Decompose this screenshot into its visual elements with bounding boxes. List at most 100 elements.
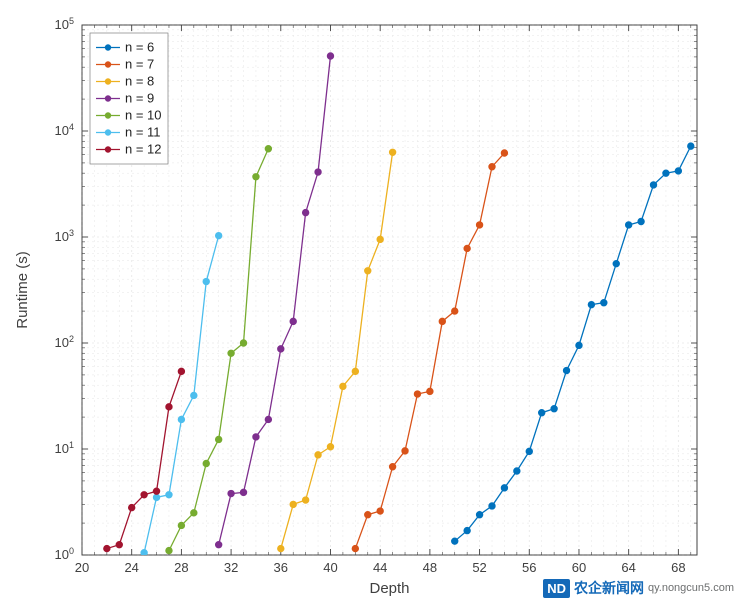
data-marker <box>265 416 271 422</box>
data-marker <box>576 342 582 348</box>
data-marker <box>290 501 296 507</box>
svg-text:24: 24 <box>124 560 138 575</box>
svg-text:52: 52 <box>472 560 486 575</box>
runtime-vs-depth-chart: 2024283236404448525660646810010110210310… <box>0 0 740 602</box>
legend-label: n = 8 <box>125 74 154 89</box>
y-axis-label: Runtime (s) <box>14 251 31 329</box>
data-marker <box>439 318 445 324</box>
data-marker <box>501 150 507 156</box>
svg-text:48: 48 <box>423 560 437 575</box>
data-marker <box>128 504 134 510</box>
svg-text:103: 103 <box>55 228 74 244</box>
data-marker <box>278 545 284 551</box>
data-marker <box>452 308 458 314</box>
svg-text:104: 104 <box>55 122 74 138</box>
data-marker <box>389 464 395 470</box>
legend: n = 6 n = 7 n = 8 n = 9 n = 10 n = 11 n = 12 <box>90 33 168 164</box>
data-marker <box>365 511 371 517</box>
data-marker <box>402 448 408 454</box>
data-marker <box>563 367 569 373</box>
data-marker <box>489 503 495 509</box>
data-marker <box>228 350 234 356</box>
svg-text:60: 60 <box>572 560 586 575</box>
data-marker <box>476 222 482 228</box>
legend-label: n = 9 <box>125 91 154 106</box>
data-marker <box>290 318 296 324</box>
data-marker <box>166 492 172 498</box>
chart-container: { "chart": { "type": "line", "width": 74… <box>0 0 740 602</box>
data-marker <box>489 164 495 170</box>
svg-text:102: 102 <box>55 334 74 350</box>
svg-text:32: 32 <box>224 560 238 575</box>
svg-text:64: 64 <box>621 560 635 575</box>
data-marker <box>476 511 482 517</box>
data-marker <box>215 232 221 238</box>
data-marker <box>178 416 184 422</box>
data-marker <box>327 444 333 450</box>
data-marker <box>414 391 420 397</box>
data-marker <box>215 542 221 548</box>
data-marker <box>178 368 184 374</box>
svg-text:44: 44 <box>373 560 387 575</box>
watermark-badge: ND <box>543 579 570 598</box>
data-marker <box>215 436 221 442</box>
x-axis-label: Depth <box>369 580 409 597</box>
data-marker <box>253 174 259 180</box>
data-marker <box>178 522 184 528</box>
data-marker <box>538 410 544 416</box>
data-marker <box>315 169 321 175</box>
data-marker <box>166 404 172 410</box>
data-marker <box>302 497 308 503</box>
data-marker <box>514 468 520 474</box>
data-marker <box>526 448 532 454</box>
data-marker <box>365 268 371 274</box>
data-marker <box>638 218 644 224</box>
watermark-url: qy.nongcun5.com <box>648 582 734 594</box>
data-marker <box>427 388 433 394</box>
data-marker <box>601 299 607 305</box>
legend-label: n = 10 <box>125 108 162 123</box>
data-marker <box>116 542 122 548</box>
data-marker <box>501 485 507 491</box>
svg-text:36: 36 <box>274 560 288 575</box>
data-marker <box>688 143 694 149</box>
data-marker <box>551 405 557 411</box>
svg-text:40: 40 <box>323 560 337 575</box>
data-marker <box>253 434 259 440</box>
svg-text:101: 101 <box>55 440 74 456</box>
data-marker <box>265 146 271 152</box>
data-marker <box>153 494 159 500</box>
svg-text:20: 20 <box>75 560 89 575</box>
legend-label: n = 12 <box>125 142 162 157</box>
data-marker <box>228 490 234 496</box>
data-marker <box>464 527 470 533</box>
data-marker <box>663 170 669 176</box>
legend-label: n = 11 <box>125 125 161 140</box>
data-marker <box>327 53 333 59</box>
data-marker <box>203 460 209 466</box>
data-marker <box>377 508 383 514</box>
data-marker <box>588 301 594 307</box>
data-marker <box>240 489 246 495</box>
svg-text:68: 68 <box>671 560 685 575</box>
data-marker <box>650 182 656 188</box>
data-marker <box>315 452 321 458</box>
data-marker <box>153 488 159 494</box>
data-marker <box>625 222 631 228</box>
data-marker <box>240 340 246 346</box>
data-marker <box>302 209 308 215</box>
svg-text:100: 100 <box>55 546 74 562</box>
svg-text:28: 28 <box>174 560 188 575</box>
legend-label: n = 6 <box>125 40 154 55</box>
data-marker <box>278 346 284 352</box>
data-marker <box>191 510 197 516</box>
data-marker <box>340 383 346 389</box>
watermark-text: 农企新闻网 <box>574 578 644 598</box>
data-marker <box>141 492 147 498</box>
watermark: ND 农企新闻网 qy.nongcun5.com <box>543 578 734 598</box>
data-marker <box>464 245 470 251</box>
legend-label: n = 7 <box>125 57 154 72</box>
data-marker <box>352 545 358 551</box>
data-marker <box>389 149 395 155</box>
data-marker <box>191 392 197 398</box>
